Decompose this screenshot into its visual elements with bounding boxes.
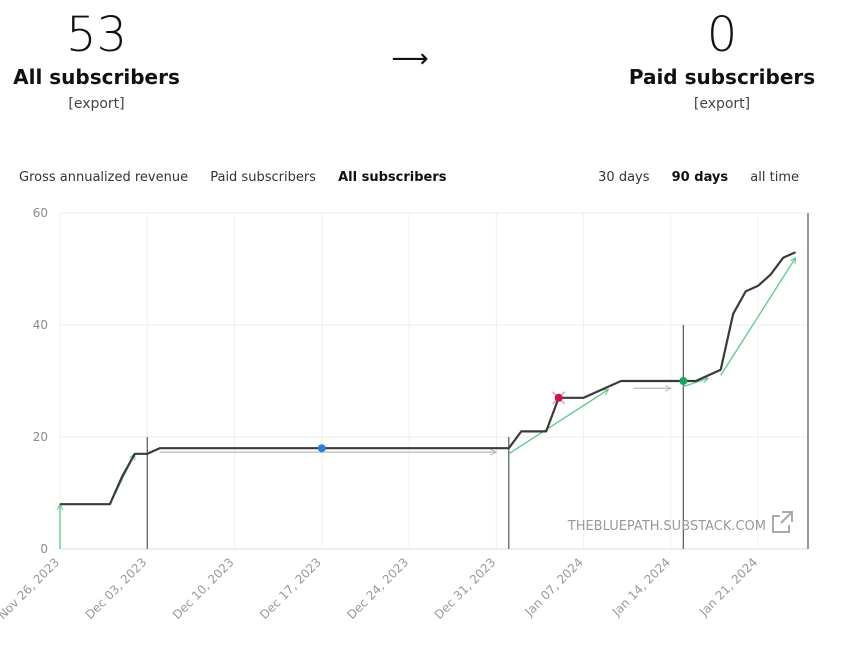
range-90-days[interactable]: 90 days bbox=[671, 170, 729, 185]
tab-gross-annualized-revenue[interactable]: Gross annualized revenue bbox=[19, 170, 189, 185]
data-point-marker bbox=[554, 393, 563, 402]
paid-subscribers-stat: 0 Paid subscribers [export] bbox=[622, 8, 822, 112]
x-tick-label: Jan 21, 2024 bbox=[696, 555, 760, 619]
data-point-marker bbox=[679, 377, 688, 385]
paid-subscribers-label: Paid subscribers bbox=[628, 65, 816, 89]
data-point-marker bbox=[317, 444, 326, 453]
x-tick-label: Jan 07, 2024 bbox=[522, 555, 586, 619]
range-30-days[interactable]: 30 days bbox=[598, 170, 650, 185]
trend-arrow bbox=[720, 258, 796, 376]
range-tabs: 30 days 90 days all time bbox=[580, 170, 799, 185]
trend-arrow bbox=[508, 389, 609, 455]
paid-subscribers-count: 0 bbox=[706, 7, 738, 63]
x-tick-label: Dec 31, 2023 bbox=[432, 555, 499, 622]
tab-all-subscribers[interactable]: All subscribers bbox=[338, 170, 447, 185]
external-link-icon bbox=[772, 511, 793, 533]
trend-arrow bbox=[683, 378, 708, 388]
x-tick-label: Dec 03, 2023 bbox=[83, 555, 150, 622]
y-tick-label: 60 bbox=[33, 206, 48, 220]
all-subscribers-count: 53 bbox=[65, 7, 128, 63]
x-tick-label: Dec 24, 2023 bbox=[344, 555, 411, 622]
all-subscribers-label: All subscribers bbox=[13, 65, 180, 89]
range-all-time[interactable]: all time bbox=[750, 170, 799, 185]
x-tick-label: Dec 17, 2023 bbox=[257, 555, 324, 622]
x-tick-label: Dec 10, 2023 bbox=[170, 555, 237, 622]
external-link-arrow bbox=[780, 511, 793, 524]
all-subscribers-stat: 53 All subscribers [export] bbox=[0, 8, 193, 112]
export-all-link[interactable]: [export] bbox=[68, 96, 125, 112]
tab-paid-subscribers[interactable]: Paid subscribers bbox=[210, 170, 316, 185]
external-link-box bbox=[772, 515, 790, 533]
metric-tabs: Gross annualized revenue Paid subscriber… bbox=[19, 170, 464, 185]
subscribers-line bbox=[60, 251, 796, 506]
y-tick-label: 0 bbox=[40, 542, 48, 556]
arrow-icon: ⟶ bbox=[391, 44, 429, 74]
y-tick-label: 40 bbox=[33, 318, 48, 332]
x-tick-label: Jan 14, 2024 bbox=[609, 555, 673, 619]
export-paid-link[interactable]: [export] bbox=[693, 96, 751, 112]
x-tick-label: Nov 26, 2023 bbox=[0, 555, 62, 622]
y-tick-label: 20 bbox=[33, 430, 48, 444]
watermark-text: THEBLUEPATH.SUBSTACK.COM bbox=[567, 519, 766, 534]
